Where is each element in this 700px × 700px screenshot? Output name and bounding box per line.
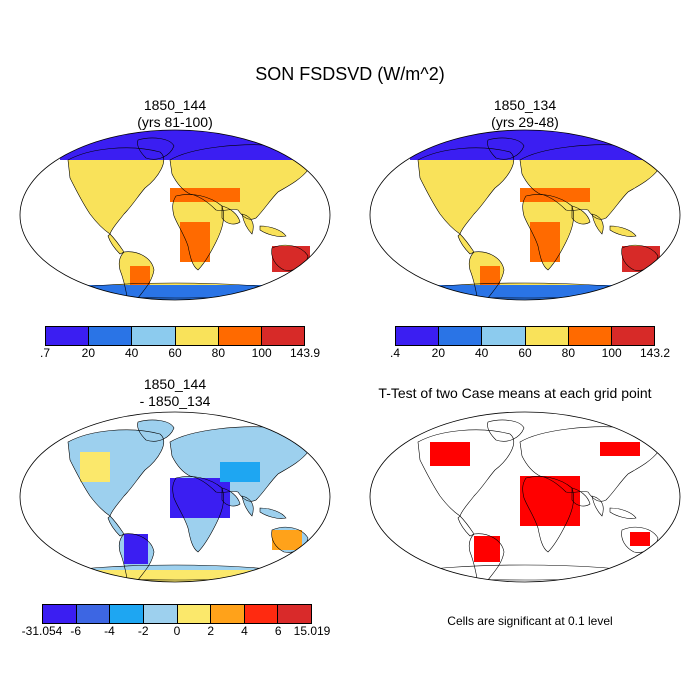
- colorbar-3-swatches: [42, 604, 312, 624]
- figure-title: SON FSDSVD (W/m^2): [255, 64, 445, 84]
- colorbar-1-swatch: [261, 327, 305, 345]
- colorbar-3-swatch: [76, 605, 111, 623]
- colorbar-1-label: 60: [168, 346, 182, 360]
- colorbar-3-label: -31.054: [21, 624, 63, 638]
- colorbar-1-swatch: [46, 327, 90, 345]
- colorbar-3-swatch: [211, 605, 245, 623]
- colorbar-3-swatch: [278, 605, 311, 623]
- colorbar-2-labels: .4 20 40 60 80 100 143.2: [390, 346, 670, 362]
- colorbar-3-swatch: [110, 605, 144, 623]
- map-panel-3: [19, 411, 331, 583]
- colorbar-1-label: .7: [39, 346, 51, 360]
- colorbar-2-label: 100: [601, 346, 622, 360]
- colorbar-3: -31.054 -6 -4 -2 0 2 4 6 15.019: [22, 604, 331, 640]
- colorbar-3-swatch: [143, 605, 178, 623]
- colorbar-1-label: 20: [81, 346, 96, 360]
- colorbar-1-labels: .7 20 40 60 80 100 143.9: [40, 346, 320, 362]
- colorbar-3-label: -6: [70, 624, 82, 638]
- panel-2-title-line2: (yrs 29-48): [491, 114, 559, 130]
- colorbar-1-swatch: [218, 327, 262, 345]
- colorbar-3-label: 0: [173, 624, 181, 638]
- panel-title-4: T-Test of two Case means at each grid po…: [340, 385, 690, 402]
- colorbar-1-label: 80: [211, 346, 226, 360]
- colorbar-3-labels: -31.054 -6 -4 -2 0 2 4 6 15.019: [22, 624, 331, 640]
- colorbar-2-swatches: [395, 326, 655, 346]
- colorbar-2-label: 40: [474, 346, 489, 360]
- panel-title-1: 1850_144 (yrs 81-100): [40, 97, 310, 131]
- colorbar-2-swatch: [568, 327, 612, 345]
- colorbar-1: .7 20 40 60 80 100 143.9: [40, 326, 320, 362]
- panel-1-title-line1: 1850_144: [143, 97, 207, 113]
- panel-title-2: 1850_134 (yrs 29-48): [390, 97, 660, 131]
- colorbar-2-swatch: [396, 327, 440, 345]
- colorbar-2-swatch: [439, 327, 483, 345]
- colorbar-1-label: 143.9: [289, 346, 321, 360]
- significance-note: Cells are significant at 0.1 level: [447, 614, 613, 628]
- colorbar-3-label: 6: [274, 624, 282, 638]
- panel-3-title-line2: - 1850_134: [139, 393, 211, 409]
- colorbar-3-label: -4: [104, 624, 115, 638]
- colorbar-1-swatch: [132, 327, 176, 345]
- colorbar-1-label: 40: [124, 346, 139, 360]
- colorbar-3-swatch: [177, 605, 212, 623]
- colorbar-3-swatch: [244, 605, 279, 623]
- colorbar-2-label: 60: [518, 346, 532, 360]
- colorbar-1-swatch: [175, 327, 219, 345]
- colorbar-1-swatch: [89, 327, 133, 345]
- colorbar-2-label: 80: [561, 346, 576, 360]
- map-panel-1: [19, 129, 331, 301]
- colorbar-2-label: .4: [389, 346, 401, 360]
- panel-title-3: 1850_144 - 1850_134: [40, 376, 310, 410]
- map-panel-2: [369, 129, 681, 301]
- colorbar-3-label: 4: [241, 624, 248, 638]
- colorbar-3-swatch: [43, 605, 77, 623]
- colorbar-3-label: -2: [137, 624, 149, 638]
- panel-2-title-line1: 1850_134: [493, 97, 557, 113]
- colorbar-3-label: 2: [207, 624, 215, 638]
- colorbar-1-label: 100: [251, 346, 272, 360]
- colorbar-2-swatch: [611, 327, 655, 345]
- colorbar-2-swatch: [525, 327, 569, 345]
- colorbar-2-label: 20: [431, 346, 446, 360]
- colorbar-1-swatches: [45, 326, 305, 346]
- colorbar-2-swatch: [482, 327, 526, 345]
- colorbar-2: .4 20 40 60 80 100 143.2: [390, 326, 670, 362]
- colorbar-2-label: 143.2: [639, 346, 671, 360]
- colorbar-3-label: 15.019: [293, 624, 331, 638]
- map-panel-4: [369, 411, 681, 583]
- panel-4-title-line1: T-Test of two Case means at each grid po…: [378, 385, 652, 401]
- panel-3-title-line1: 1850_144: [143, 376, 207, 392]
- panel-1-title-line2: (yrs 81-100): [137, 114, 213, 130]
